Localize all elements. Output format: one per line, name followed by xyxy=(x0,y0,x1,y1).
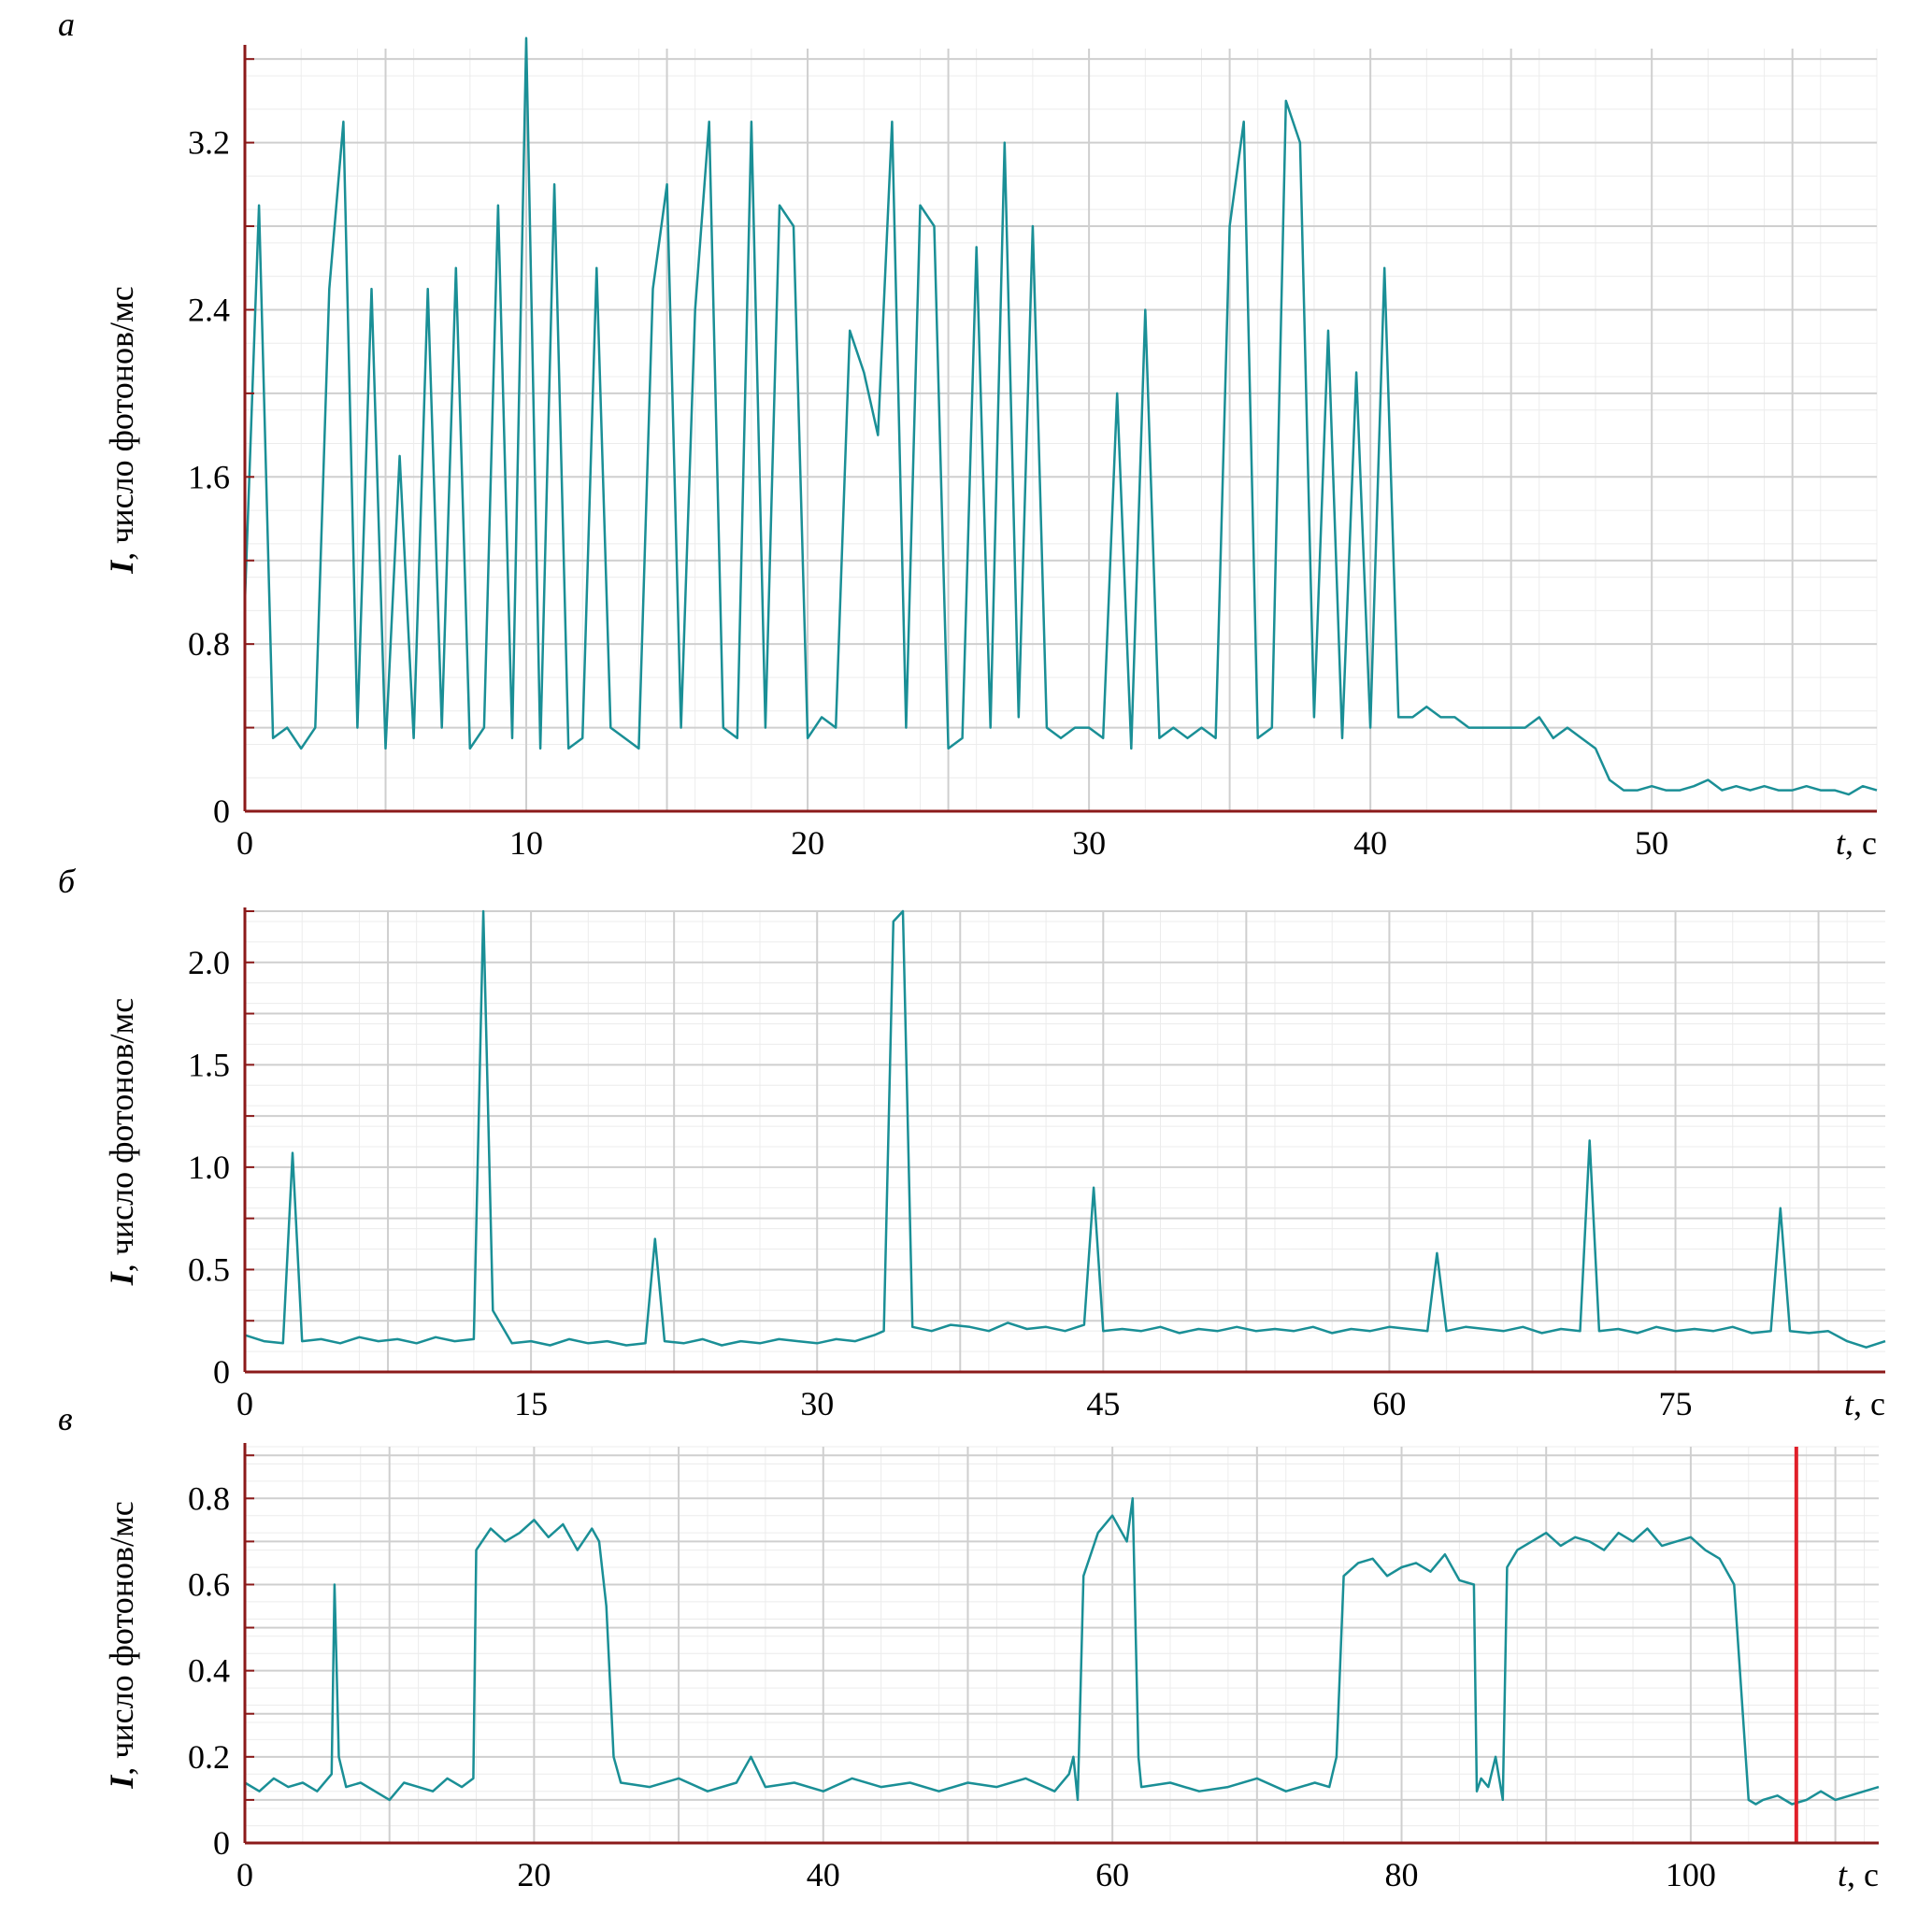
y-tick-label: 0.5 xyxy=(188,1250,230,1288)
x-tick-label: 10 xyxy=(509,824,543,862)
y-tick-label: 1.0 xyxy=(188,1149,230,1186)
y-axis-label: I, число фотонов/мс xyxy=(103,286,140,574)
y-tick-label: 0.6 xyxy=(188,1565,230,1603)
y-axis-label: I, число фотонов/мс xyxy=(103,998,140,1286)
x-tick-label: 30 xyxy=(1072,824,1106,862)
x-tick-label: 40 xyxy=(1353,824,1387,862)
x-tick-label: 40 xyxy=(807,1856,840,1893)
panel-label: б xyxy=(58,863,77,900)
series-line xyxy=(244,909,1886,1349)
y-tick-label: 2.0 xyxy=(188,944,230,981)
y-tick-label: 0 xyxy=(213,1824,230,1862)
panel-label: а xyxy=(58,6,75,43)
x-tick-label: 30 xyxy=(800,1385,834,1422)
y-tick-label: 0 xyxy=(213,793,230,830)
y-tick-label: 1.5 xyxy=(188,1046,230,1083)
y-tick-label: 0.2 xyxy=(188,1738,230,1776)
x-tick-label: 20 xyxy=(791,824,824,862)
x-tick-label: 15 xyxy=(514,1385,548,1422)
series-line xyxy=(243,36,1878,796)
y-tick-label: 3.2 xyxy=(188,124,230,162)
series-line xyxy=(244,1497,1880,1806)
x-tick-label: 60 xyxy=(1095,1856,1129,1893)
y-axis-label: I, число фотонов/мс xyxy=(103,1501,140,1789)
x-tick-label: 45 xyxy=(1086,1385,1120,1422)
y-tick-label: 0.8 xyxy=(188,625,230,663)
x-axis-label: t, с xyxy=(1838,1856,1879,1893)
x-tick-label: 50 xyxy=(1635,824,1668,862)
x-tick-label: 60 xyxy=(1372,1385,1406,1422)
y-tick-label: 2.4 xyxy=(188,291,230,328)
chart-panel-0: 0 0.8 1.6 2.4 3.2 0 10 20 30 40 50 t, с I, число фот… xyxy=(58,6,1878,862)
y-tick-label: 0.8 xyxy=(188,1479,230,1517)
x-axis-label: t, с xyxy=(1844,1385,1885,1422)
y-tick-label: 0.4 xyxy=(188,1652,230,1690)
x-tick-label: 0 xyxy=(236,824,253,862)
chart-panel-1: 0 0.5 1.0 1.5 2.0 0 15 30 45 60 75 t, с I, число фот… xyxy=(58,863,1886,1422)
x-tick-label: 75 xyxy=(1659,1385,1693,1422)
x-tick-label: 0 xyxy=(236,1385,253,1422)
panel-label: в xyxy=(58,1400,73,1437)
y-tick-label: 0 xyxy=(213,1353,230,1391)
x-tick-label: 0 xyxy=(236,1856,253,1893)
x-tick-label: 100 xyxy=(1666,1856,1716,1893)
x-tick-label: 80 xyxy=(1385,1856,1419,1893)
x-tick-label: 20 xyxy=(517,1856,551,1893)
chart-panel-2: 0 0.2 0.4 0.6 0.8 0 20 40 60 80 100 t, с I, число фо… xyxy=(58,1400,1880,1893)
x-axis-label: t, с xyxy=(1836,824,1877,862)
y-tick-label: 1.6 xyxy=(188,458,230,495)
